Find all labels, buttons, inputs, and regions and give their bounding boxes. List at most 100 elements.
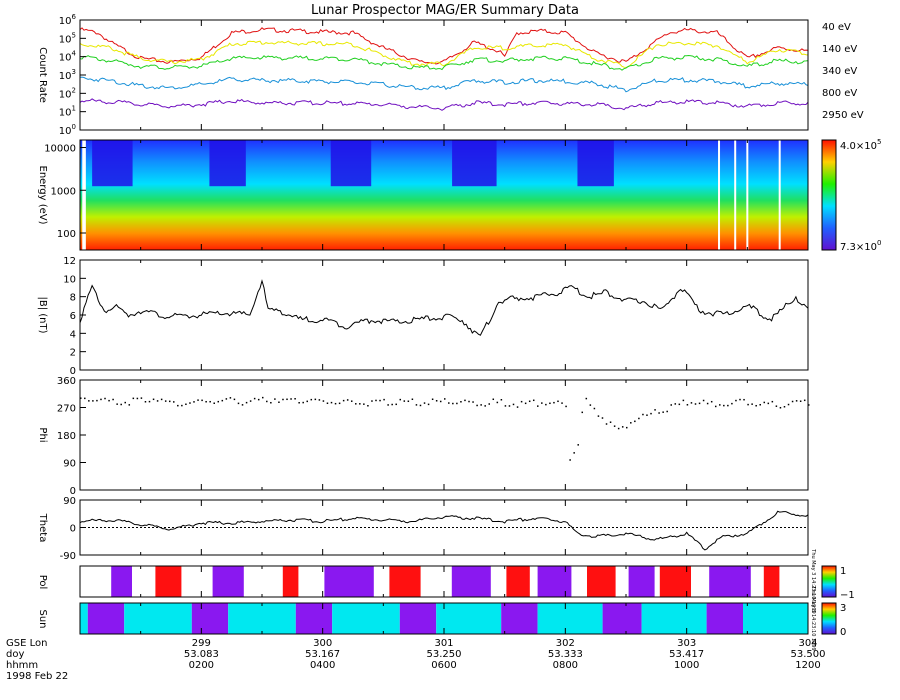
phi-point [670, 404, 672, 406]
phi-point [399, 398, 402, 401]
count-rate-tick-label: 100 [59, 123, 76, 137]
phi-point [642, 413, 644, 416]
phi-point [799, 400, 802, 402]
phi-point [278, 401, 280, 403]
phi-point [585, 397, 588, 400]
phi-point [532, 399, 535, 402]
phi-point [508, 405, 511, 407]
b-magnitude-tick-label: 6 [70, 311, 76, 322]
phi-point [100, 398, 102, 401]
sun-block [87, 603, 125, 634]
phi-point [310, 398, 313, 401]
phi-point [613, 425, 616, 427]
count-rate-tick-label: 103 [59, 68, 76, 82]
colorbar-min-exp: 0 [877, 239, 881, 247]
phi-point [561, 402, 563, 404]
phi-point [743, 398, 745, 401]
phi-point [359, 403, 361, 405]
phi-point [241, 404, 244, 406]
x-tick-hhmm: 1000 [674, 660, 699, 671]
phi-point [173, 401, 175, 403]
phi-point [617, 427, 620, 430]
b-magnitude-tick-label: 10 [63, 274, 76, 285]
count-rate-line [79, 27, 809, 65]
phi-tick-label: 180 [57, 431, 76, 442]
phi-point [367, 404, 369, 407]
phi-point [217, 400, 220, 403]
x-row-label: GSE Lon [6, 638, 47, 649]
x-tick-doy: 53.333 [548, 649, 583, 660]
phi-point [140, 397, 143, 399]
phi-point [249, 400, 252, 402]
phi-point [266, 400, 268, 403]
sun-block [602, 603, 642, 634]
phi-point [500, 399, 503, 401]
count-rate-line [79, 76, 809, 93]
polarity-block [282, 566, 299, 597]
count-rate-line [79, 40, 809, 69]
phi-point [747, 403, 749, 406]
sun-block [124, 603, 192, 634]
phi-point [257, 398, 260, 401]
phi-point [791, 400, 794, 403]
colorbar-max-base: 4.0×10 [840, 141, 877, 152]
phi-point [342, 399, 345, 402]
sun-block [332, 603, 400, 634]
phi-point [407, 400, 410, 403]
phi-y-label: Phi [37, 427, 48, 442]
energy-y-label: Energy (eV) [37, 166, 48, 225]
phi-point [787, 403, 790, 406]
phi-point [634, 420, 636, 423]
phi-point [710, 400, 713, 403]
low-count-interval [452, 140, 497, 187]
x-tick-hhmm: 0600 [431, 660, 456, 671]
count-rate-tick-label-base: 10 [59, 16, 72, 27]
sun-block [399, 603, 437, 634]
count-rate-tick-label: 102 [59, 86, 76, 100]
phi-point [723, 404, 725, 407]
phi-point [694, 403, 697, 405]
phi-point [638, 417, 640, 420]
low-count-interval [92, 140, 133, 187]
polarity-colorbar-min: −1 [840, 590, 855, 601]
sun-block [436, 603, 502, 634]
phi-tick-label: 360 [57, 376, 76, 387]
phi-point [411, 398, 414, 401]
theta-tick-label: -90 [60, 551, 76, 562]
phi-point [213, 402, 215, 404]
count-rate-tick-label-base: 10 [59, 89, 72, 100]
phi-point [755, 404, 757, 407]
x-tick-lon: 303 [677, 638, 696, 649]
b-magnitude-tick-label: 4 [70, 329, 76, 340]
phi-point [209, 400, 211, 403]
count-rate-tick-label: 101 [59, 105, 76, 119]
x-row-label: doy [6, 649, 24, 660]
phi-point [128, 404, 131, 406]
polarity-colorbar-max: 1 [840, 566, 846, 577]
phi-point [92, 400, 94, 402]
phi-point [132, 397, 135, 400]
polarity-side-label: Thu May 3 14:23:10 1999 [810, 548, 816, 613]
count-rate-tick-label-exp: 3 [72, 68, 76, 76]
phi-point [245, 401, 248, 404]
phi-point [152, 398, 155, 401]
phi-point [233, 398, 236, 401]
phi-point [609, 421, 612, 423]
x-tick-lon: 304 [798, 638, 817, 649]
polarity-block [155, 566, 182, 597]
energy-tick-label: 1000 [51, 186, 76, 197]
phi-point [541, 402, 543, 404]
count-rate-tick-label: 106 [59, 13, 77, 27]
count-rate-tick-label-base: 10 [59, 126, 72, 137]
phi-point [597, 415, 600, 417]
theta-tick-label: 0 [70, 524, 76, 535]
phi-point [630, 422, 632, 424]
phi-point [767, 402, 770, 405]
polarity-block [389, 566, 421, 597]
phi-point [549, 402, 551, 405]
phi-point [783, 406, 786, 408]
polarity-block [587, 566, 616, 597]
phi-point [124, 401, 126, 404]
b-magnitude-line [79, 279, 809, 336]
phi-point [678, 403, 681, 406]
